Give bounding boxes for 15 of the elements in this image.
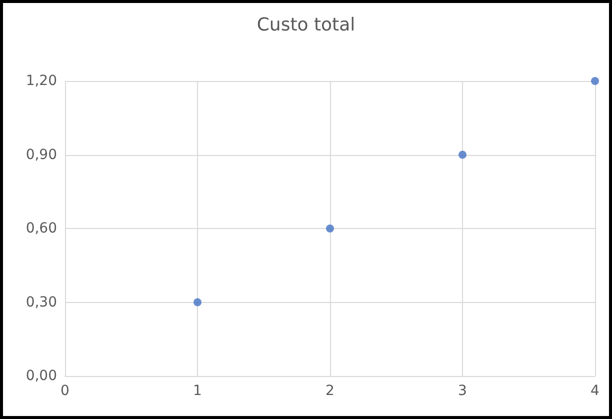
chart-title: Custo total — [256, 14, 356, 36]
y-tick-label: 0,90 — [26, 146, 57, 163]
x-tick-label: 0 — [60, 383, 70, 399]
point — [326, 224, 334, 232]
y-tick-label: 0,00 — [26, 368, 57, 384]
y-tick-label: 1,20 — [26, 73, 57, 89]
x-tick-label: 1 — [193, 383, 202, 399]
point — [194, 298, 202, 306]
y-tick-label: 0,30 — [26, 294, 57, 310]
x-tick-label: 4 — [590, 383, 600, 399]
point — [458, 150, 466, 159]
point — [591, 77, 599, 85]
x-tick-label: 3 — [458, 383, 467, 399]
x-tick-label: 2 — [326, 383, 334, 399]
y-tick-label: 0,60 — [26, 220, 57, 236]
